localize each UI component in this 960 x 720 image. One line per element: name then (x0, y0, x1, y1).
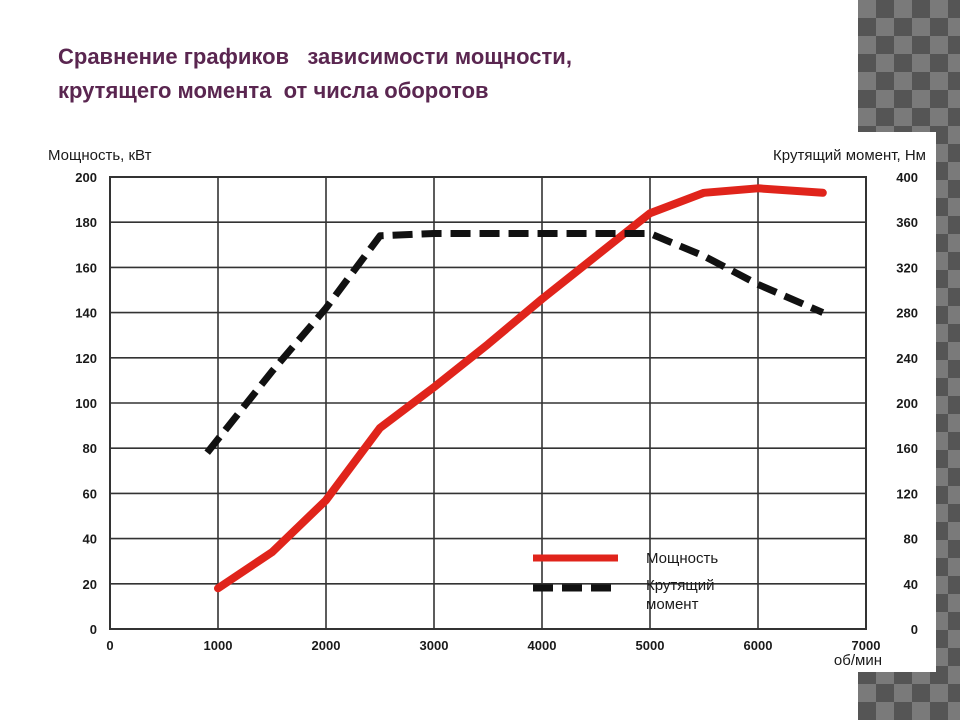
y-left-tick-label: 60 (83, 486, 97, 501)
y-right-tick-label: 40 (904, 577, 918, 592)
legend-torque-label-line1: Крутящий (646, 577, 715, 594)
torque-series-line (204, 230, 825, 455)
tick-labels: 0 1000 2000 3000 4000 5000 6000 700002040608010… (75, 170, 918, 653)
slide-title-line1: Сравнение графиков зависимости мощности, (58, 44, 572, 69)
x-axis-label: об/мин (834, 652, 882, 669)
y-right-tick-label: 160 (896, 441, 918, 456)
y-axis-right-label: Крутящий момент, Нм (773, 147, 926, 164)
legend: Мощность Крутящий момент (533, 550, 718, 613)
y-left-tick-label: 160 (75, 260, 97, 275)
x-tick-label: 4000 (528, 638, 557, 653)
y-right-tick-label: 280 (896, 306, 918, 321)
x-tick-label: 2000 (312, 638, 341, 653)
chart-panel: Мощность, кВт Крутящий момент, Нм об/мин… (0, 132, 936, 672)
y-right-tick-label: 80 (904, 532, 918, 547)
power-series-line (214, 184, 827, 593)
series-lines (204, 184, 827, 593)
y-right-tick-label: 200 (896, 396, 918, 411)
slide-title: Сравнение графиков зависимости мощности,… (58, 40, 818, 108)
y-right-tick-label: 360 (896, 215, 918, 230)
y-right-tick-label: 240 (896, 351, 918, 366)
legend-torque-label-line2: момент (646, 596, 699, 613)
y-left-tick-label: 40 (83, 532, 97, 547)
y-left-tick-label: 140 (75, 306, 97, 321)
y-left-tick-label: 80 (83, 441, 97, 456)
y-left-tick-label: 120 (75, 351, 97, 366)
y-right-tick-label: 120 (896, 486, 918, 501)
power-torque-chart: Мощность, кВт Крутящий момент, Нм об/мин… (48, 147, 926, 669)
y-left-tick-label: 200 (75, 170, 97, 185)
x-tick-label: 5000 (636, 638, 665, 653)
grid-lines (110, 177, 866, 629)
x-tick-label: 7000 (852, 638, 881, 653)
y-right-tick-label: 320 (896, 260, 918, 275)
x-tick-label: 1000 (204, 638, 233, 653)
y-axis-left-label: Мощность, кВт (48, 147, 152, 164)
y-left-tick-label: 180 (75, 215, 97, 230)
x-tick-label: 0 (106, 638, 113, 653)
legend-power-label: Мощность (646, 550, 718, 567)
y-left-tick-label: 100 (75, 396, 97, 411)
y-right-tick-label: 0 (911, 622, 918, 637)
y-left-tick-label: 20 (83, 577, 97, 592)
y-left-tick-label: 0 (90, 622, 97, 637)
x-tick-label: 6000 (744, 638, 773, 653)
y-right-tick-label: 400 (896, 170, 918, 185)
slide-title-line2: крутящего момента от числа оборотов (58, 78, 489, 103)
x-tick-label: 3000 (420, 638, 449, 653)
